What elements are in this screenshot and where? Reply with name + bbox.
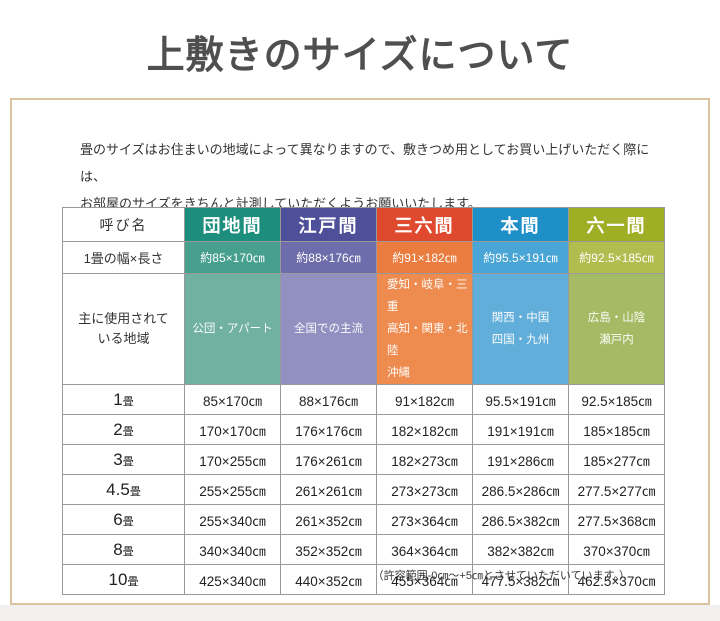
- dimension-cell: 440×352㎝: [280, 564, 377, 595]
- mat-count-label: 6畳: [62, 504, 185, 535]
- table-row: 1畳 85×170㎝ 88×176㎝ 91×182㎝ 95.5×191㎝ 92.5×185…: [62, 384, 665, 415]
- mat-size-cell: 約85×170㎝: [184, 241, 281, 274]
- dimension-cell: 340×340㎝: [184, 534, 281, 565]
- dimension-cell: 255×340㎝: [184, 504, 281, 535]
- mat-size-cell: 約88×176㎝: [280, 241, 377, 274]
- region-cell: 関西・中国 四国・九州: [472, 273, 569, 385]
- dimension-cell: 170×255㎝: [184, 444, 281, 475]
- mat-size-cell: 約95.5×191㎝: [472, 241, 569, 274]
- dimension-cell: 277.5×277㎝: [568, 474, 665, 505]
- mat-count-label: 3畳: [62, 444, 185, 475]
- column-header-1: 団地間: [184, 207, 281, 242]
- intro-text: 畳のサイズはお住まいの地域によって異なりますので、敷きつめ用としてお買い上げいた…: [80, 136, 660, 217]
- column-header-4: 本間: [472, 207, 569, 242]
- size-row-label: 1畳の幅×長さ: [62, 241, 185, 274]
- dimension-cell: 286.5×382㎝: [472, 504, 569, 535]
- mat-count-label: 10畳: [62, 564, 185, 595]
- dimension-cell: 273×364㎝: [376, 504, 473, 535]
- dimension-cell: 170×170㎝: [184, 414, 281, 445]
- table-row: 3畳 170×255㎝ 176×261㎝ 182×273㎝ 191×286㎝ 185×27…: [62, 444, 665, 475]
- region-row: 主に使用されて いる地域 公団・アパート 全国での主流 愛知・岐阜・三重 高知・関東・北陸…: [62, 273, 665, 385]
- dimension-cell: 286.5×286㎝: [472, 474, 569, 505]
- dimension-cell: 182×182㎝: [376, 414, 473, 445]
- column-header-5: 六一間: [568, 207, 665, 242]
- mat-count-label: 2畳: [62, 414, 185, 445]
- region-cell: 全国での主流: [280, 273, 377, 385]
- corner-header: 呼び名: [62, 207, 185, 242]
- dimension-cell: 185×277㎝: [568, 444, 665, 475]
- table-row: 6畳 255×340㎝ 261×352㎝ 273×364㎝ 286.5×382㎝ 277.…: [62, 504, 665, 535]
- dimension-cell: 88×176㎝: [280, 384, 377, 415]
- table-row: 10畳 425×340㎝ 440×352㎝ 455×364㎝ 477.5×382㎝ 462…: [62, 564, 665, 595]
- mat-count-label: 4.5畳: [62, 474, 185, 505]
- dimension-cell: 182×273㎝: [376, 444, 473, 475]
- dimension-cell: 255×255㎝: [184, 474, 281, 505]
- dimension-cell: 370×370㎝: [568, 534, 665, 565]
- dimension-cell: 277.5×368㎝: [568, 504, 665, 535]
- dimension-cell: 425×340㎝: [184, 564, 281, 595]
- dimension-cell: 91×182㎝: [376, 384, 473, 415]
- dimension-cell: 273×273㎝: [376, 474, 473, 505]
- table-row: 2畳 170×170㎝ 176×176㎝ 182×182㎝ 191×191㎝ 185×18…: [62, 414, 665, 445]
- region-row-label: 主に使用されて いる地域: [62, 273, 185, 385]
- region-cell: 愛知・岐阜・三重 高知・関東・北陸 沖縄: [376, 273, 473, 385]
- tatami-size-table: 呼び名 団地間 江戸間 三六間 本間 六一間 1畳の幅×長さ 約85×170㎝ 約88×176㎝…: [62, 207, 665, 595]
- column-header-2: 江戸間: [280, 207, 377, 242]
- dimension-cell: 261×261㎝: [280, 474, 377, 505]
- mat-size-cell: 約92.5×185㎝: [568, 241, 665, 274]
- page-title: 上敷きのサイズについて: [146, 35, 574, 77]
- table-header-row: 呼び名 団地間 江戸間 三六間 本間 六一間: [62, 207, 665, 242]
- region-cell: 広島・山陰 瀬戸内: [568, 273, 665, 385]
- dimension-cell: 191×286㎝: [472, 444, 569, 475]
- dimension-cell: 191×191㎝: [472, 414, 569, 445]
- dimension-cell: 455×364㎝: [376, 564, 473, 595]
- dimension-cell: 261×352㎝: [280, 504, 377, 535]
- dimension-cell: 477.5×382㎝: [472, 564, 569, 595]
- intro-line-1: 畳のサイズはお住まいの地域によって異なりますので、敷きつめ用としてお買い上げいた…: [80, 142, 650, 184]
- dimension-cell: 185×185㎝: [568, 414, 665, 445]
- mat-count-label: 1畳: [62, 384, 185, 415]
- region-cell: 公団・アパート: [184, 273, 281, 385]
- table-row: 4.5畳 255×255㎝ 261×261㎝ 273×273㎝ 286.5×286㎝ 27…: [62, 474, 665, 505]
- dimension-cell: 364×364㎝: [376, 534, 473, 565]
- dimension-cell: 176×261㎝: [280, 444, 377, 475]
- dimension-cell: 462.5×370㎝: [568, 564, 665, 595]
- page-bottom-strip: [0, 605, 720, 621]
- dimension-cell: 95.5×191㎝: [472, 384, 569, 415]
- table-row: 8畳 340×340㎝ 352×352㎝ 364×364㎝ 382×382㎝ 370×37…: [62, 534, 665, 565]
- mat-count-label: 8畳: [62, 534, 185, 565]
- column-header-3: 三六間: [376, 207, 473, 242]
- dimension-cell: 92.5×185㎝: [568, 384, 665, 415]
- mat-size-cell: 約91×182㎝: [376, 241, 473, 274]
- dimension-cell: 352×352㎝: [280, 534, 377, 565]
- dimension-cell: 176×176㎝: [280, 414, 377, 445]
- tolerance-footnote: （許容範囲-0㎝～+5㎝とさせていただいています。）: [372, 570, 630, 582]
- content-frame: 畳のサイズはお住まいの地域によって異なりますので、敷きつめ用としてお買い上げいた…: [10, 98, 710, 605]
- dimension-cell: 382×382㎝: [472, 534, 569, 565]
- mat-size-row: 1畳の幅×長さ 約85×170㎝ 約88×176㎝ 約91×182㎝ 約95.5×191…: [62, 241, 665, 274]
- dimension-cell: 85×170㎝: [184, 384, 281, 415]
